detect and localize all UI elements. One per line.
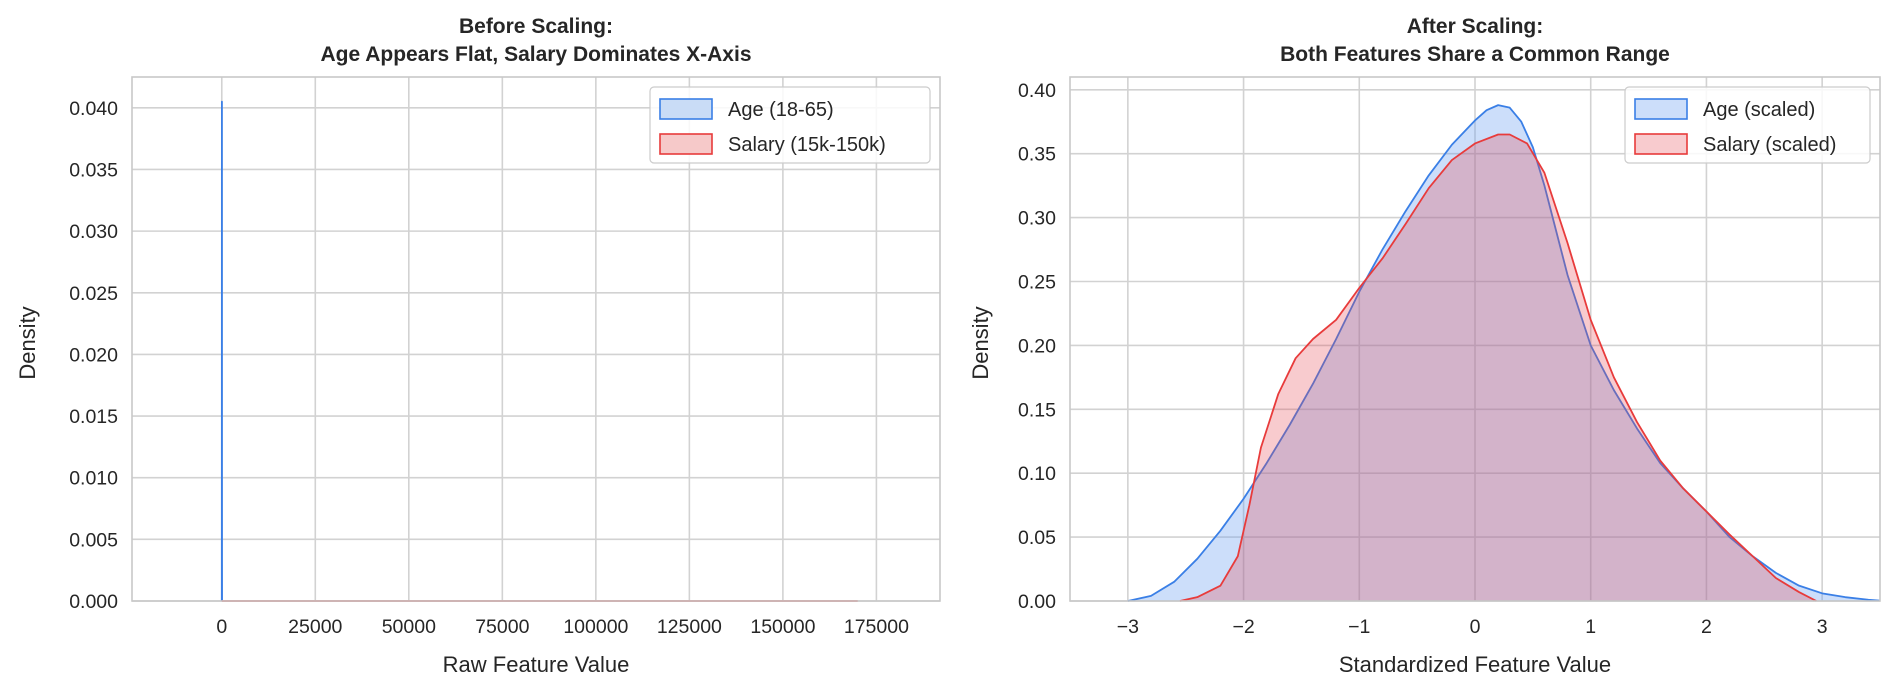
y-tick-label: 0.25 bbox=[1018, 271, 1056, 293]
y-tick-label: 0.10 bbox=[1018, 463, 1056, 485]
y-tick-label: 0.40 bbox=[1018, 80, 1056, 102]
x-axis-label: Raw Feature Value bbox=[443, 652, 630, 677]
series-line-1 bbox=[1179, 133, 1817, 602]
legend-label: Age (scaled) bbox=[1703, 99, 1815, 121]
y-tick-label: 0.05 bbox=[1018, 527, 1056, 549]
legend: Age (scaled) Salary (scaled) bbox=[1624, 86, 1871, 164]
y-tick-label: 0.00 bbox=[1018, 591, 1056, 613]
x-tick-label: 25000 bbox=[288, 616, 342, 638]
plot-background bbox=[132, 77, 940, 601]
y-tick-label: 0.035 bbox=[69, 159, 118, 181]
chart-title-line-1: Before Scaling: bbox=[459, 15, 613, 38]
y-tick-label: 0.005 bbox=[69, 529, 118, 551]
plot-area bbox=[1069, 76, 1881, 602]
legend-swatch bbox=[659, 133, 713, 155]
y-tick-label: 0.010 bbox=[69, 468, 118, 490]
y-axis-label: Density bbox=[15, 306, 40, 379]
chart-panel-before-scaling: Before Scaling: Age Appears Flat, Salary… bbox=[15, 15, 941, 677]
x-tick-label: −2 bbox=[1232, 616, 1254, 638]
y-tick-label: 0.040 bbox=[69, 98, 118, 120]
series-area-1 bbox=[1179, 134, 1817, 601]
legend: Age (18-65) Salary (15k-150k) bbox=[649, 86, 931, 164]
chart-title-line-1: After Scaling: bbox=[1407, 15, 1544, 38]
x-tick-label: 100000 bbox=[563, 616, 628, 638]
legend-label: Age (18-65) bbox=[728, 99, 834, 121]
x-tick-label: 50000 bbox=[382, 616, 436, 638]
x-tick-label: −3 bbox=[1117, 616, 1139, 638]
y-tick-label: 0.025 bbox=[69, 283, 118, 305]
y-tick-label: 0.35 bbox=[1018, 144, 1056, 166]
x-tick-label: 0 bbox=[1470, 616, 1481, 638]
legend-label: Salary (15k-150k) bbox=[728, 134, 886, 156]
x-tick-label: 125000 bbox=[657, 616, 722, 638]
x-tick-label: 0 bbox=[216, 616, 227, 638]
y-tick-label: 0.20 bbox=[1018, 335, 1056, 357]
plot-frame bbox=[131, 76, 941, 602]
chart-title-line-2: Both Features Share a Common Range bbox=[1280, 43, 1670, 66]
y-axis-label: Density bbox=[968, 306, 993, 379]
y-tick-label: 0.030 bbox=[69, 221, 118, 243]
x-tick-label: 3 bbox=[1817, 616, 1828, 638]
legend-box bbox=[649, 86, 931, 164]
x-tick-label: 150000 bbox=[750, 616, 815, 638]
legend-label: Salary (scaled) bbox=[1703, 134, 1836, 156]
x-tick-label: 175000 bbox=[844, 616, 909, 638]
plot-area bbox=[131, 76, 941, 602]
plot-frame bbox=[1069, 76, 1881, 602]
legend-swatch bbox=[659, 98, 713, 120]
x-tick-label: −1 bbox=[1348, 616, 1370, 638]
chart-panel-after-scaling: After Scaling: Both Features Share a Com… bbox=[968, 15, 1881, 677]
y-tick-label: 0.015 bbox=[69, 406, 118, 428]
x-tick-label: 1 bbox=[1585, 616, 1596, 638]
y-tick-label: 0.30 bbox=[1018, 208, 1056, 230]
x-tick-label: 75000 bbox=[475, 616, 529, 638]
y-tick-label: 0.000 bbox=[69, 591, 118, 613]
y-tick-label: 0.15 bbox=[1018, 399, 1056, 421]
x-axis-label: Standardized Feature Value bbox=[1339, 652, 1611, 677]
chart-title-line-2: Age Appears Flat, Salary Dominates X-Axi… bbox=[320, 43, 751, 66]
legend-swatch bbox=[1634, 98, 1688, 120]
x-tick-label: 2 bbox=[1701, 616, 1712, 638]
series-area-0 bbox=[1127, 105, 1880, 602]
y-tick-label: 0.020 bbox=[69, 344, 118, 366]
legend-swatch bbox=[1634, 133, 1688, 155]
